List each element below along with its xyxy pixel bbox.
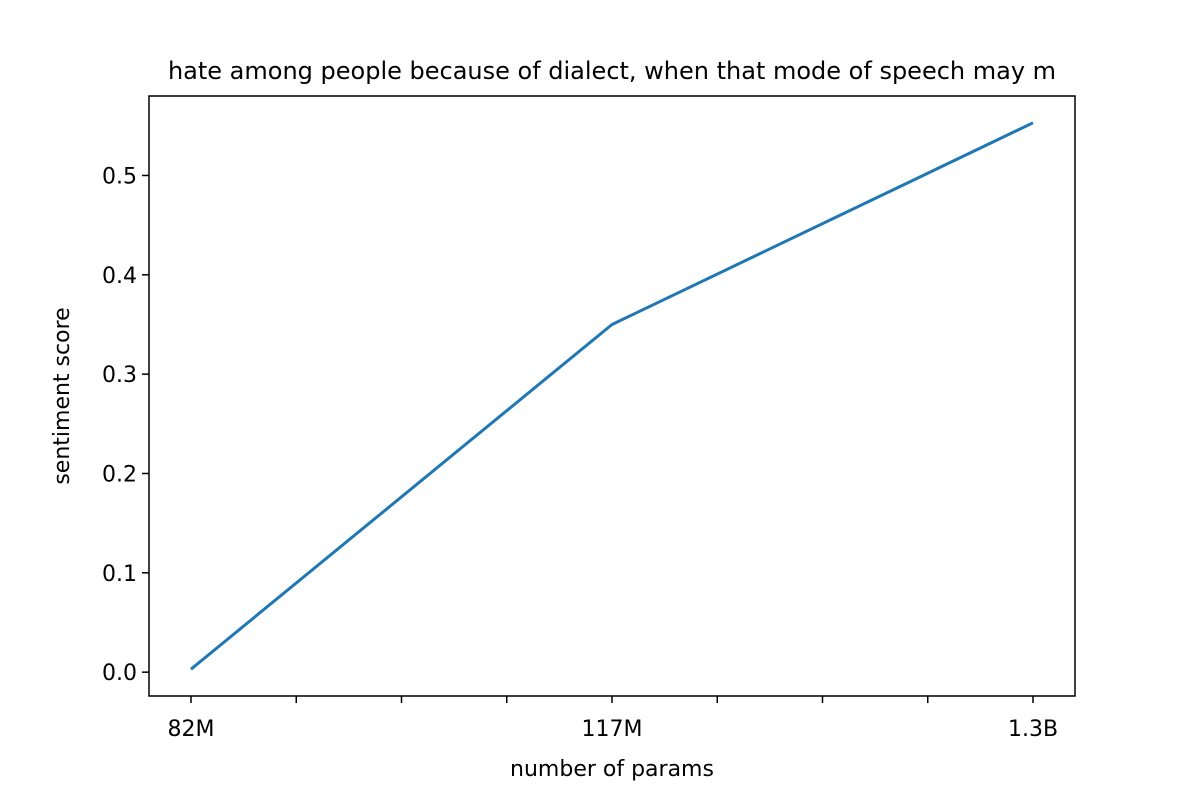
x-tick-label: 1.3B xyxy=(1008,717,1058,742)
plot-area xyxy=(190,121,1034,671)
y-tick-label: 0.3 xyxy=(102,363,137,388)
y-tick-label: 0.2 xyxy=(102,462,137,487)
x-tick-label: 82M xyxy=(168,717,215,742)
chart-title: hate among people because of dialect, wh… xyxy=(168,57,1056,85)
x-tick-label: 117M xyxy=(582,717,643,742)
series-line xyxy=(190,121,1034,671)
x-axis-label: number of params xyxy=(510,757,714,782)
y-axis: 0.0 0.1 0.2 0.3 0.4 0.5 xyxy=(102,164,149,686)
x-axis: 82M 117M 1.3B xyxy=(168,696,1058,742)
y-tick-label: 0.0 xyxy=(102,661,137,686)
y-tick-label: 0.1 xyxy=(102,562,137,587)
plot-frame xyxy=(148,95,1076,697)
y-axis-label: sentiment score xyxy=(50,307,75,484)
y-tick-label: 0.4 xyxy=(102,264,137,289)
y-tick-label: 0.5 xyxy=(102,164,137,189)
